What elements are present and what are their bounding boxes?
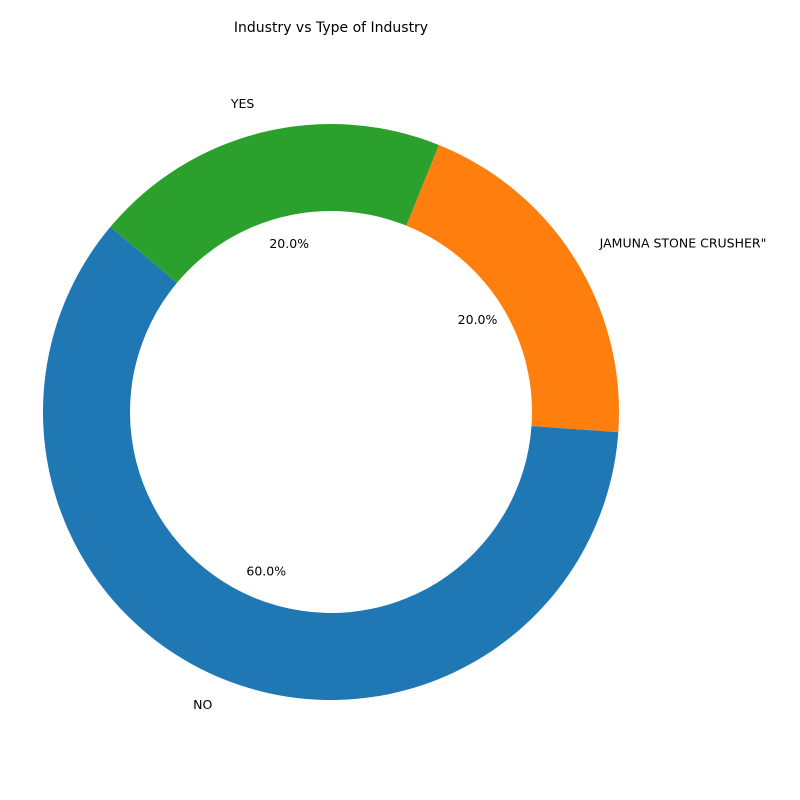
slices-group <box>43 123 619 700</box>
chart-title: Industry vs Type of Industry <box>234 20 428 36</box>
slice-yes <box>110 123 439 283</box>
pct-label-jamuna-stone-crusher: 20.0% <box>458 312 498 327</box>
pct-label-yes: 20.0% <box>269 236 309 251</box>
slice-no <box>43 226 619 700</box>
slice-label-jamuna-stone-crusher: JAMUNA STONE CRUSHER" <box>599 236 767 251</box>
labels-group: NO 60.0% JAMUNA STONE CRUSHER" 20.0% YES 20.0… <box>193 96 766 712</box>
slice-label-no: NO <box>193 697 212 712</box>
slice-jamuna-stone-crusher <box>406 144 619 433</box>
pct-label-no: 60.0% <box>246 564 286 579</box>
slice-label-yes: YES <box>230 96 255 111</box>
